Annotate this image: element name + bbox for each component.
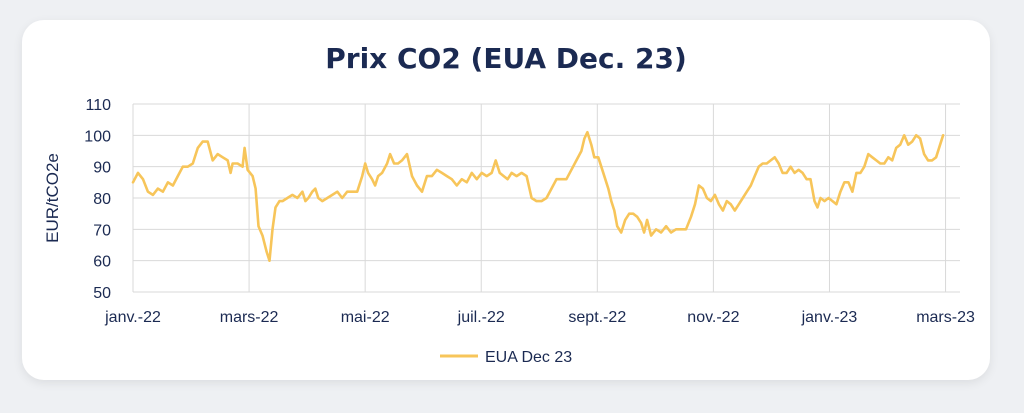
chart-card: Prix CO2 (EUA Dec. 23) (22, 20, 990, 380)
x-tick-label: mars-23 (916, 309, 975, 326)
chart-title: Prix CO2 (EUA Dec. 23) (325, 42, 687, 75)
y-tick-label: 70 (93, 222, 111, 239)
x-tick-label: sept.-22 (568, 309, 626, 326)
x-tick-label: janv.-23 (801, 309, 858, 326)
x-tick-label: juil.-22 (457, 309, 505, 326)
x-tick-label: mars-22 (220, 309, 279, 326)
y-tick-label: 60 (93, 254, 111, 271)
y-tick-label: 100 (84, 128, 111, 145)
legend: EUA Dec 23 (440, 349, 572, 366)
x-tick-labels: janv.-22 mars-22 mai-22 juil.-22 sept.-22 nov… (104, 309, 975, 326)
y-axis-label: EUR/tCO2e (43, 153, 62, 243)
series-line-eua-dec-23 (131, 130, 945, 262)
y-tick-label: 90 (93, 160, 111, 177)
x-tick-label: mai-22 (341, 309, 390, 326)
x-tick-label: janv.-22 (104, 309, 161, 326)
legend-label: EUA Dec 23 (485, 349, 572, 366)
x-tick-label: nov.-22 (687, 309, 739, 326)
y-tick-labels: 50 60 70 80 90 100 110 (84, 97, 111, 302)
y-tick-label: 80 (93, 191, 111, 208)
y-tick-label: 50 (93, 285, 111, 302)
y-tick-label: 110 (85, 97, 111, 114)
